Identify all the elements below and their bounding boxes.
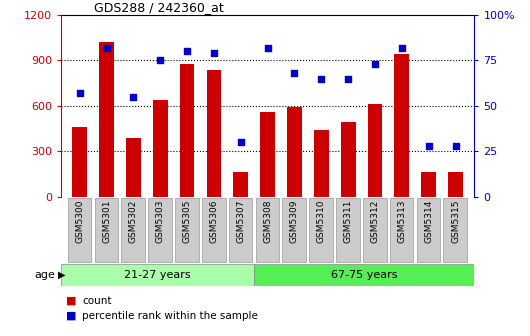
Text: GSM5308: GSM5308 (263, 199, 272, 243)
Text: percentile rank within the sample: percentile rank within the sample (82, 311, 258, 321)
FancyBboxPatch shape (175, 198, 199, 262)
Bar (314, 130, 329, 197)
Point (344, 76, 352, 81)
Bar (368, 104, 383, 197)
Text: count: count (82, 296, 112, 306)
FancyBboxPatch shape (363, 198, 386, 262)
Text: ■: ■ (66, 311, 77, 321)
Text: GDS288 / 242360_at: GDS288 / 242360_at (94, 1, 224, 14)
Point (371, 61, 379, 67)
Point (102, 45, 111, 50)
FancyBboxPatch shape (390, 198, 413, 262)
Bar (448, 172, 463, 197)
FancyBboxPatch shape (336, 198, 360, 262)
Bar (287, 108, 302, 197)
FancyBboxPatch shape (121, 198, 145, 262)
Point (290, 71, 299, 76)
FancyBboxPatch shape (68, 198, 91, 262)
FancyBboxPatch shape (229, 198, 252, 262)
Point (156, 58, 164, 63)
Point (398, 45, 406, 50)
Text: GSM5302: GSM5302 (129, 199, 138, 243)
FancyBboxPatch shape (417, 198, 440, 262)
Bar (341, 123, 356, 197)
Bar (180, 64, 195, 197)
Point (236, 139, 245, 145)
Bar (126, 138, 141, 197)
Point (263, 45, 272, 50)
Bar (394, 54, 409, 197)
Text: GSM5310: GSM5310 (317, 199, 326, 243)
Point (425, 143, 433, 149)
FancyBboxPatch shape (255, 198, 279, 262)
FancyBboxPatch shape (444, 198, 467, 262)
Point (317, 76, 325, 81)
Bar (99, 42, 114, 197)
Text: GSM5306: GSM5306 (209, 199, 218, 243)
Text: GSM5312: GSM5312 (370, 199, 379, 243)
Bar (260, 112, 275, 197)
Text: GSM5300: GSM5300 (75, 199, 84, 243)
Text: GSM5314: GSM5314 (424, 199, 433, 243)
Point (129, 94, 138, 99)
Text: GSM5301: GSM5301 (102, 199, 111, 243)
Text: GSM5307: GSM5307 (236, 199, 245, 243)
Text: GSM5315: GSM5315 (451, 199, 460, 243)
Point (183, 49, 191, 54)
Text: ■: ■ (66, 296, 77, 306)
Text: GSM5309: GSM5309 (290, 199, 299, 243)
Point (75, 90, 84, 96)
Point (452, 143, 460, 149)
FancyBboxPatch shape (148, 198, 172, 262)
Text: GSM5303: GSM5303 (156, 199, 165, 243)
FancyBboxPatch shape (202, 198, 225, 262)
Text: 67-75 years: 67-75 years (331, 270, 398, 280)
Bar (61, 264, 254, 286)
Bar (73, 127, 87, 197)
Text: GSM5305: GSM5305 (183, 199, 192, 243)
Point (210, 50, 218, 56)
Bar (254, 264, 474, 286)
Text: ▶: ▶ (58, 270, 66, 280)
FancyBboxPatch shape (310, 198, 333, 262)
Bar (153, 100, 167, 197)
FancyBboxPatch shape (94, 198, 118, 262)
Bar (421, 172, 436, 197)
Text: GSM5313: GSM5313 (398, 199, 407, 243)
Text: age: age (35, 270, 56, 280)
FancyBboxPatch shape (282, 198, 306, 262)
Text: GSM5311: GSM5311 (343, 199, 352, 243)
Text: 21-27 years: 21-27 years (124, 270, 191, 280)
Bar (233, 172, 248, 197)
Bar (207, 70, 222, 197)
